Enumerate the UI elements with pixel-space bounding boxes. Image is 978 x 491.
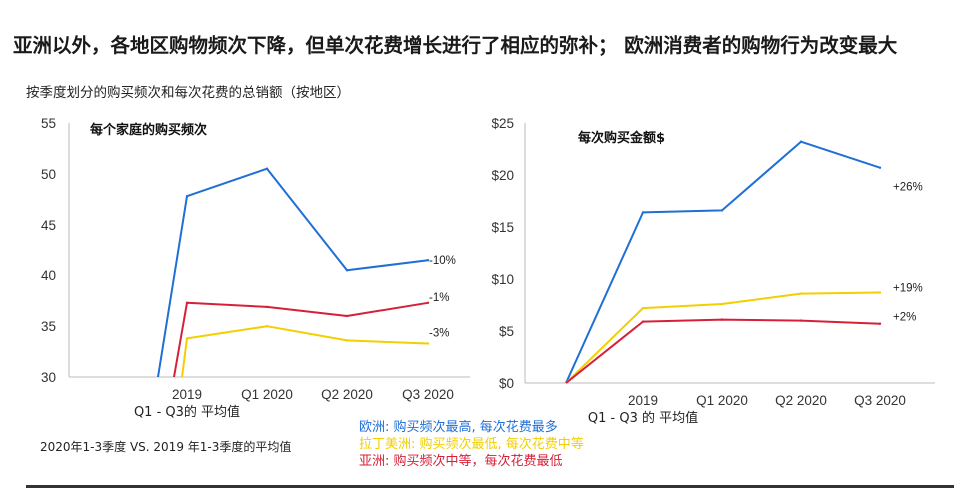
data-point: [265, 325, 269, 328]
series-line: [565, 140, 881, 384]
right-x-tick: Q1 2020: [696, 393, 748, 408]
legend-latin-america: 拉丁美洲: 购买频次最低, 每次花费中等: [359, 437, 584, 452]
data-point: [799, 140, 803, 143]
data-point: [720, 209, 724, 212]
change-label: -3%: [429, 328, 449, 340]
data-point: [641, 211, 645, 214]
chart-spend: 每次购买金额$ $25 $20 $15 $10 $5 $0 2019 Q1 20…: [491, 116, 935, 426]
right-chart-title: 每次购买金额$: [578, 130, 665, 146]
data-point: [265, 305, 269, 309]
subtitle: 按季度划分的购买频次和每次花费的总销额（按地区）: [26, 85, 350, 101]
right-x-tick: Q2 2020: [775, 393, 827, 408]
data-point: [878, 322, 882, 325]
data-point: [345, 314, 349, 318]
data-point: [265, 167, 269, 170]
right-y-tick: $25: [491, 116, 514, 131]
left-y-tick: 45: [41, 218, 56, 233]
data-point: [641, 306, 645, 310]
data-point: [185, 195, 189, 198]
series-line: [181, 325, 429, 378]
series-line: [565, 291, 881, 384]
footnote: 2020年1-3季度 VS. 2019 年1-3季度的平均值: [40, 440, 292, 454]
series-line: [173, 301, 429, 378]
legend-europe: 欧洲: 购买频次最高, 每次花费最多: [359, 420, 558, 435]
left-y-tick: 50: [41, 167, 56, 182]
left-y-tick: 55: [41, 116, 56, 131]
change-label: +26%: [893, 182, 923, 194]
data-point: [878, 291, 882, 294]
left-x-tick: Q2 2020: [321, 387, 373, 402]
change-label: +19%: [893, 283, 923, 295]
right-x-sublabel: Q1 - Q3 的 平均值: [588, 410, 698, 426]
right-y-ticks: $25 $20 $15 $10 $5 $0: [491, 116, 514, 391]
data-point: [878, 166, 882, 169]
change-label: -10%: [429, 255, 456, 267]
change-label: -1%: [429, 292, 449, 304]
left-x-tick: Q1 2020: [241, 387, 293, 402]
right-y-tick: $20: [491, 168, 514, 183]
right-x-ticks: 2019 Q1 2020 Q2 2020 Q3 2020: [628, 393, 906, 408]
data-point: [426, 301, 430, 304]
series-line: [565, 318, 881, 384]
region-legend: 欧洲: 购买频次最高, 每次花费最多 拉丁美洲: 购买频次最低, 每次花费中等 …: [359, 419, 584, 470]
chart-frequency: 每个家庭的购买频次 55 50 45 40 35 30 2019 Q1 2020…: [41, 116, 470, 420]
right-y-tick: $0: [499, 376, 514, 391]
left-y-tick: 35: [41, 319, 56, 334]
data-point: [641, 320, 645, 323]
right-series-group: +26% +19% +2%: [565, 140, 923, 384]
data-point: [720, 318, 724, 321]
right-y-tick: $5: [499, 324, 514, 339]
change-label: +2%: [893, 312, 916, 324]
left-chart-title: 每个家庭的购买频次: [90, 122, 207, 138]
data-point: [799, 319, 803, 322]
right-x-tick: 2019: [628, 393, 658, 408]
left-x-tick: Q3 2020: [402, 387, 454, 402]
data-point: [426, 342, 430, 345]
data-point: [185, 301, 189, 304]
right-y-tick: $15: [491, 220, 514, 235]
headline: 亚洲以外，各地区购物频次下降，但单次花费增长进行了相应的弥补； 欧洲消费者的购物…: [13, 34, 898, 57]
left-x-ticks: 2019 Q1 2020 Q2 2020 Q3 2020: [172, 387, 454, 402]
left-x-sublabel: Q1 - Q3的 平均值: [134, 404, 240, 420]
data-point: [799, 292, 803, 295]
data-point: [426, 259, 430, 262]
bottom-rule: [26, 485, 954, 488]
data-point: [345, 269, 349, 272]
series-line: [157, 167, 429, 378]
data-point: [345, 339, 349, 342]
left-x-tick: 2019: [172, 387, 202, 402]
legend-asia: 亚洲: 购买频次中等，每次花费最低: [359, 454, 563, 469]
right-x-tick: Q3 2020: [854, 393, 906, 408]
left-y-ticks: 55 50 45 40 35 30: [41, 116, 56, 385]
right-y-tick: $10: [491, 272, 514, 287]
data-point: [720, 302, 724, 306]
data-point: [185, 337, 189, 340]
left-series-group: -10% -1% -3%: [157, 167, 456, 378]
left-y-tick: 40: [41, 268, 56, 283]
left-y-tick: 30: [41, 370, 56, 385]
